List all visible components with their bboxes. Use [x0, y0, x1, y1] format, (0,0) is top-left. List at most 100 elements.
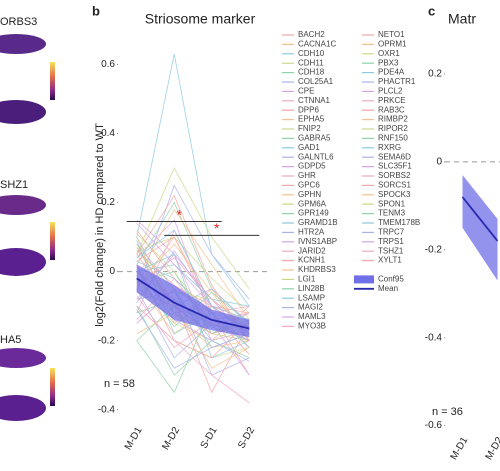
- legend-label: SPOCK3: [378, 190, 411, 199]
- mean-line: [461, 196, 499, 242]
- legend-label: SORBS2: [378, 171, 411, 180]
- panel-a: ORBS3 SHZ1 HA5: [0, 16, 55, 421]
- legend-label: RIMBP2: [378, 115, 408, 124]
- legend-label: CDH11: [298, 58, 324, 67]
- legend-label: RAB3C: [378, 105, 405, 114]
- brain-map: [0, 34, 46, 54]
- legend-label: GPC6: [298, 181, 320, 190]
- x-tick-label: M-D1: [449, 435, 471, 462]
- legend-label: GPR149: [298, 209, 329, 218]
- color-bar: [50, 222, 55, 260]
- legend-label: RNF150: [378, 134, 408, 143]
- legend-label: BACH2: [298, 30, 325, 39]
- legend-label: IVNS1ABP: [298, 237, 337, 246]
- legend-label: LGI1: [298, 275, 316, 284]
- brain-map: [0, 348, 46, 368]
- legend-label: GABRA5: [298, 134, 331, 143]
- y-tick-label: 0: [436, 157, 442, 168]
- legend-label: GRAMD1B: [298, 218, 338, 227]
- legend-label: RXRG: [378, 143, 401, 152]
- chart-title: Striosome marker: [145, 11, 256, 27]
- legend-label: JARID2: [298, 246, 326, 255]
- legend-label: TSHZ1: [378, 246, 404, 255]
- n-label: n = 36: [432, 406, 463, 418]
- brain-map: [0, 195, 46, 215]
- legend-label: PLCL2: [378, 87, 403, 96]
- gene-label: HA5: [0, 334, 21, 346]
- legend-label: GPM6A: [298, 199, 327, 208]
- y-tick-label: 0.4: [101, 128, 115, 139]
- legend-label: SLC35F1: [378, 162, 412, 171]
- x-tick-label: S-D2: [236, 425, 257, 451]
- legend-label: MAGI2: [298, 303, 323, 312]
- x-tick-label: M-D2: [484, 435, 500, 462]
- legend-label: TENM3: [378, 209, 406, 218]
- brain-map: [0, 248, 46, 276]
- y-tick-label: 0: [109, 266, 115, 277]
- y-tick-label: 0.6: [101, 59, 115, 70]
- legend-label: Conf95: [378, 275, 404, 284]
- color-bar: [50, 62, 55, 100]
- n-label: n = 58: [104, 378, 135, 390]
- legend-label: TRPC7: [378, 228, 405, 237]
- legend-label: DPP6: [298, 105, 319, 114]
- x-tick-label: S-D1: [199, 425, 220, 451]
- legend-label: GHR: [298, 171, 316, 180]
- gene-label: SHZ1: [0, 179, 28, 191]
- gene-line: [136, 229, 250, 321]
- legend-label: SEMA6D: [378, 152, 411, 161]
- gene-line: [136, 257, 250, 331]
- gene-line: [136, 167, 250, 290]
- chart-title: Matr: [448, 11, 476, 27]
- y-tick-label: -0.4: [98, 404, 116, 415]
- legend-label: SORCS1: [378, 181, 411, 190]
- gene-line: [136, 309, 250, 369]
- x-tick-label: M-D2: [160, 425, 182, 452]
- panel-letter: b: [92, 3, 100, 18]
- color-bar: [50, 368, 55, 406]
- sig-star: *: [214, 220, 220, 236]
- legend-label: CTNNA1: [298, 96, 331, 105]
- legend-label: TMEM178B: [378, 218, 420, 227]
- legend-label: GDPD5: [298, 162, 326, 171]
- legend-label: HTR2A: [298, 228, 325, 237]
- legend-label: LSAMP: [298, 293, 325, 302]
- legend-swatch: [354, 275, 374, 284]
- panel-letter: c: [428, 3, 435, 18]
- y-axis-label: log2(Fold change) in HD compared to WT: [94, 123, 106, 327]
- y-tick-label: 0.2: [428, 69, 442, 80]
- y-tick-label: -0.2: [98, 335, 116, 346]
- legend-label: OXR1: [378, 49, 400, 58]
- gene-line: [136, 54, 250, 307]
- legend-label: PBX3: [378, 58, 399, 67]
- mean-line: [136, 277, 250, 330]
- legend-label: TRPS1: [378, 237, 404, 246]
- y-tick-label: -0.2: [425, 244, 443, 255]
- legend-label: PRKCE: [378, 96, 406, 105]
- legend-label: KHDRBS3: [298, 265, 336, 274]
- legend-label: CDH10: [298, 49, 325, 58]
- legend-label: XYLT1: [378, 256, 402, 265]
- gene-label: ORBS3: [0, 16, 37, 28]
- legend-label: OPRM1: [378, 40, 407, 49]
- legend-label: SPON1: [378, 199, 406, 208]
- legend-label: EPHA5: [298, 115, 325, 124]
- legend-label: GPHN: [298, 190, 321, 199]
- legend-label: GALNTL6: [298, 152, 334, 161]
- legend-label: NETO1: [378, 30, 405, 39]
- legend-label: Mean: [378, 284, 398, 293]
- legend-label: LIN28B: [298, 284, 325, 293]
- legend-label: MYO3B: [298, 322, 326, 331]
- conf-band: [462, 175, 498, 281]
- legend-label: COL25A1: [298, 77, 334, 86]
- sig-star: *: [177, 206, 183, 222]
- brain-map: [0, 395, 46, 421]
- legend-label: MAML3: [298, 312, 326, 321]
- conf-band: [136, 264, 250, 338]
- x-tick-label: M-D1: [123, 425, 145, 452]
- legend-label: CPE: [298, 87, 314, 96]
- gene-line: [136, 236, 250, 355]
- legend-label: CDH18: [298, 68, 325, 77]
- legend-label: PDE4A: [378, 68, 405, 77]
